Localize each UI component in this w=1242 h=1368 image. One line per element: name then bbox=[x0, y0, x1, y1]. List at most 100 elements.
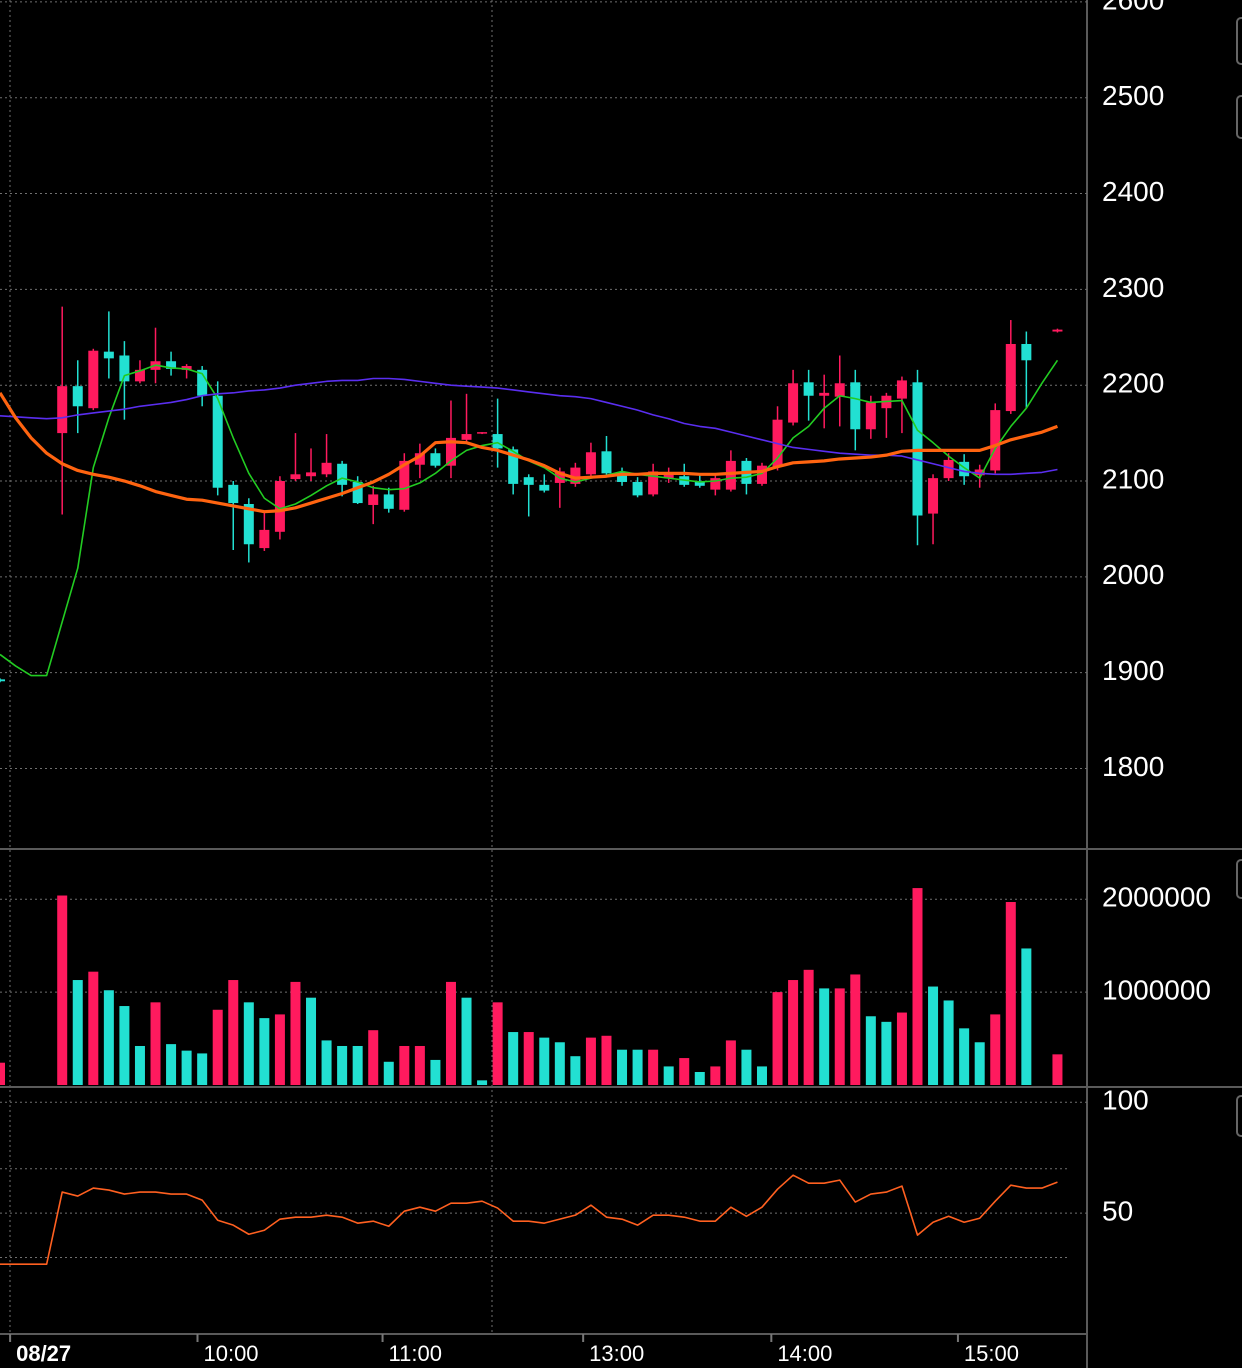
candle-body bbox=[694, 481, 705, 486]
volume-bar bbox=[850, 974, 861, 1085]
candle-body bbox=[648, 471, 659, 495]
volume-bar bbox=[337, 1045, 348, 1085]
candle-body bbox=[1005, 343, 1016, 412]
volume-bar bbox=[819, 988, 830, 1085]
candle-body bbox=[352, 481, 363, 504]
volume-bar bbox=[959, 1028, 970, 1085]
volume-bar bbox=[368, 1030, 379, 1085]
volume-bar bbox=[865, 1016, 876, 1085]
volume-bar bbox=[399, 1045, 410, 1085]
candle-body bbox=[119, 355, 130, 382]
volume-bar bbox=[461, 997, 472, 1085]
candle-body bbox=[0, 679, 5, 682]
candle-body bbox=[492, 434, 503, 449]
volume-bar bbox=[523, 1032, 534, 1085]
candle-body bbox=[57, 386, 68, 434]
candle-body bbox=[274, 481, 285, 532]
x-tick-label: 08/27 bbox=[16, 1341, 71, 1366]
volume-bar bbox=[430, 1059, 441, 1085]
volume-bar bbox=[896, 1012, 907, 1085]
y-tick-label: 1800 bbox=[1102, 751, 1164, 782]
candle-body bbox=[103, 351, 114, 359]
volume-bar bbox=[119, 1006, 130, 1085]
candle-body bbox=[337, 463, 348, 485]
volume-bar bbox=[601, 1035, 612, 1085]
volume-bar bbox=[928, 986, 939, 1085]
volume-bar bbox=[974, 1042, 985, 1085]
panel-button[interactable] bbox=[1236, 17, 1242, 65]
y-tick-label: 2600 bbox=[1102, 0, 1164, 15]
x-tick-label: 10:00 bbox=[203, 1341, 258, 1366]
candle-body bbox=[1052, 329, 1063, 332]
candle-body bbox=[850, 382, 861, 430]
y-tick-label: 2200 bbox=[1102, 368, 1164, 399]
y-tick-label: 2000 bbox=[1102, 559, 1164, 590]
candle-body bbox=[539, 484, 550, 491]
candle-body bbox=[523, 477, 534, 485]
volume-bar bbox=[197, 1053, 208, 1085]
candle-body bbox=[430, 453, 441, 466]
candle-body bbox=[725, 460, 736, 490]
x-tick-label: 14:00 bbox=[777, 1341, 832, 1366]
volume-bar bbox=[243, 1002, 254, 1085]
y-tick-label: 2300 bbox=[1102, 272, 1164, 303]
volume-bar bbox=[0, 1062, 5, 1085]
candle-body bbox=[445, 437, 456, 466]
x-tick-label: 11:00 bbox=[389, 1341, 442, 1366]
candle-body bbox=[928, 478, 939, 514]
volume-bar bbox=[694, 1071, 705, 1085]
volume-bar bbox=[383, 1061, 394, 1085]
volume-bar bbox=[72, 980, 83, 1085]
x-tick-label: 15:00 bbox=[964, 1341, 1019, 1366]
candle-body bbox=[88, 350, 99, 409]
volume-bar bbox=[290, 981, 301, 1085]
candle-body bbox=[1021, 343, 1032, 361]
volume-bar bbox=[228, 980, 239, 1085]
volume-bar bbox=[803, 969, 814, 1085]
y-tick-label: 2100 bbox=[1102, 463, 1164, 494]
candle-body bbox=[197, 369, 208, 396]
volume-bar bbox=[679, 1058, 690, 1085]
candle-body bbox=[601, 451, 612, 474]
volume-bar bbox=[756, 1066, 767, 1085]
candle-body bbox=[228, 484, 239, 504]
volume-bar bbox=[88, 971, 99, 1085]
candle-body bbox=[321, 462, 332, 475]
candle-body bbox=[803, 382, 814, 396]
ma-line bbox=[0, 392, 1059, 514]
candle-body bbox=[72, 386, 83, 407]
volume-bar bbox=[321, 1040, 332, 1085]
candle-body bbox=[865, 402, 876, 430]
candle-body bbox=[212, 395, 223, 488]
candle-body bbox=[134, 369, 145, 382]
candle-body bbox=[943, 459, 954, 479]
y-tick-label: 100 bbox=[1102, 1085, 1149, 1116]
candle-body bbox=[990, 410, 1001, 471]
y-tick-label: 2000000 bbox=[1102, 882, 1211, 913]
panel-button[interactable] bbox=[1236, 859, 1242, 899]
volume-bar bbox=[134, 1045, 145, 1085]
volume-bar bbox=[103, 990, 114, 1085]
candle-body bbox=[383, 494, 394, 509]
volume-bar bbox=[554, 1042, 565, 1085]
candle-body bbox=[290, 474, 301, 480]
volume-bar bbox=[710, 1066, 721, 1085]
volume-bar bbox=[445, 981, 456, 1085]
volume-bar bbox=[990, 1014, 1001, 1085]
volume-bar bbox=[181, 1050, 192, 1085]
ma-line bbox=[0, 1174, 1058, 1265]
volume-bar bbox=[212, 1009, 223, 1085]
volume-bar bbox=[834, 988, 845, 1085]
panel-button[interactable] bbox=[1236, 95, 1242, 139]
candle-body bbox=[414, 453, 425, 465]
volume-bar bbox=[57, 895, 68, 1085]
volume-bar bbox=[585, 1037, 596, 1085]
volume-bar bbox=[943, 1000, 954, 1085]
candle-body bbox=[585, 452, 596, 475]
volume-bar bbox=[1005, 902, 1016, 1085]
volume-bar bbox=[492, 1002, 503, 1085]
candle-body bbox=[508, 449, 519, 484]
panel-button[interactable] bbox=[1236, 1095, 1242, 1137]
candle-body bbox=[819, 392, 830, 396]
